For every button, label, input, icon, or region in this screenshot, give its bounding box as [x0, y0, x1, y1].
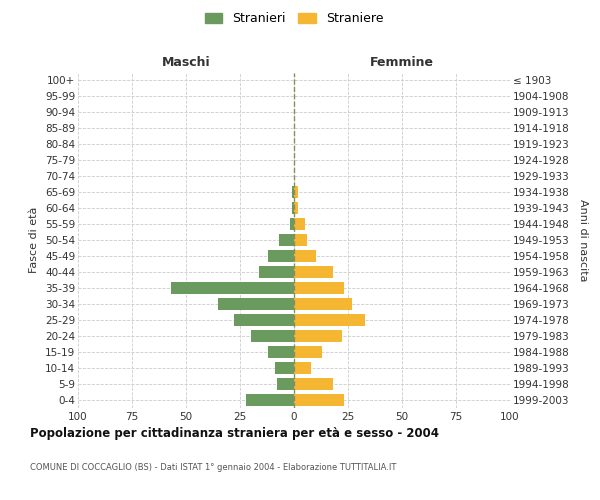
- Bar: [290, 218, 294, 230]
- Legend: Stranieri, Straniere: Stranieri, Straniere: [201, 8, 387, 29]
- Bar: [294, 250, 316, 262]
- Bar: [251, 330, 294, 342]
- Bar: [233, 314, 294, 326]
- Bar: [294, 282, 344, 294]
- Bar: [292, 202, 294, 214]
- Bar: [268, 346, 294, 358]
- Text: Femmine: Femmine: [370, 56, 434, 70]
- Bar: [294, 314, 365, 326]
- Bar: [294, 362, 311, 374]
- Bar: [294, 346, 322, 358]
- Bar: [294, 330, 341, 342]
- Y-axis label: Anni di nascita: Anni di nascita: [578, 198, 588, 281]
- Bar: [294, 378, 333, 390]
- Bar: [277, 378, 294, 390]
- Text: Maschi: Maschi: [161, 56, 211, 70]
- Bar: [279, 234, 294, 246]
- Bar: [294, 218, 305, 230]
- Bar: [259, 266, 294, 278]
- Text: Popolazione per cittadinanza straniera per età e sesso - 2004: Popolazione per cittadinanza straniera p…: [30, 428, 439, 440]
- Bar: [268, 250, 294, 262]
- Bar: [171, 282, 294, 294]
- Y-axis label: Fasce di età: Fasce di età: [29, 207, 40, 273]
- Bar: [294, 266, 333, 278]
- Bar: [294, 394, 344, 406]
- Bar: [294, 298, 352, 310]
- Bar: [218, 298, 294, 310]
- Bar: [294, 186, 298, 198]
- Bar: [294, 202, 298, 214]
- Bar: [292, 186, 294, 198]
- Bar: [275, 362, 294, 374]
- Bar: [294, 234, 307, 246]
- Text: COMUNE DI COCCAGLIO (BS) - Dati ISTAT 1° gennaio 2004 - Elaborazione TUTTITALIA.: COMUNE DI COCCAGLIO (BS) - Dati ISTAT 1°…: [30, 462, 397, 471]
- Bar: [247, 394, 294, 406]
